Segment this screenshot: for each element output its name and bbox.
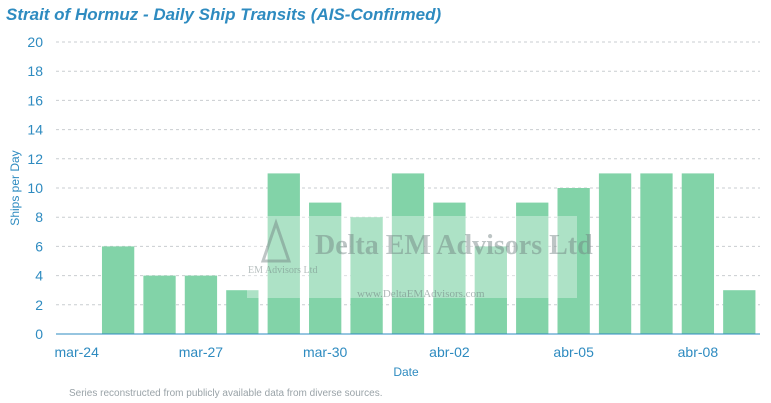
bar-mar-27 <box>184 275 218 334</box>
y-tick-label: 20 <box>27 34 43 50</box>
watermark-box <box>247 216 577 298</box>
bar-mar-29 <box>267 173 300 334</box>
y-tick-label: 10 <box>27 180 43 196</box>
bar-abr-05 <box>557 188 590 334</box>
bar-abr-08 <box>681 173 715 334</box>
watermark-small: EM Advisors Ltd <box>248 265 317 276</box>
bar-mar-28 <box>226 290 259 334</box>
y-tick-label: 2 <box>35 297 43 313</box>
bar-mar-30 <box>309 202 342 334</box>
x-tick-label: abr-08 <box>678 344 719 360</box>
x-tick-label: mar-27 <box>179 344 224 360</box>
x-tick-label: mar-24 <box>55 344 100 360</box>
watermark: Delta EM Advisors Ltd EM Advisors Ltd ww… <box>247 216 593 300</box>
footnote: Series reconstructed from publicly avail… <box>69 388 383 399</box>
bar-abr-01 <box>391 173 425 334</box>
y-axis: 0 2 4 6 8 10 12 14 16 18 20 <box>27 34 43 342</box>
bar-abr-03 <box>474 246 507 334</box>
y-tick-label: 12 <box>27 151 43 167</box>
y-tick-label: 4 <box>35 268 43 284</box>
y-tick-label: 8 <box>35 209 43 225</box>
bar-abr-07 <box>640 173 673 334</box>
bar-abr-02 <box>433 202 466 334</box>
chart-title: Strait of Hormuz - Daily Ship Transits (… <box>6 5 442 24</box>
delta-logo-icon <box>260 218 292 263</box>
watermark-name: Delta EM Advisors Ltd <box>315 230 593 261</box>
bar-mar-26 <box>143 275 176 334</box>
y-tick-label: 0 <box>35 326 43 342</box>
x-tick-label: abr-05 <box>553 344 594 360</box>
y-tick-label: 16 <box>27 92 43 108</box>
y-tick-label: 14 <box>27 122 43 138</box>
bar-abr-06 <box>598 173 632 334</box>
y-axis-title: Ships per Day <box>8 150 22 225</box>
x-axis-title: Date <box>393 365 419 379</box>
y-tick-label: 6 <box>35 238 43 254</box>
bar-mar-25 <box>101 246 135 334</box>
x-tick-label: mar-30 <box>303 344 348 360</box>
bar-mar-31 <box>350 217 383 334</box>
x-tick-label: abr-02 <box>429 344 470 360</box>
y-tick-label: 18 <box>27 63 43 79</box>
bar-abr-09 <box>723 290 756 334</box>
watermark-url: www.DeltaEMAdvisors.com <box>357 288 485 300</box>
bars <box>101 173 756 334</box>
x-axis: mar-24 mar-27 mar-30 abr-02 abr-05 abr-08 <box>55 344 719 360</box>
bar-abr-04 <box>516 202 549 334</box>
